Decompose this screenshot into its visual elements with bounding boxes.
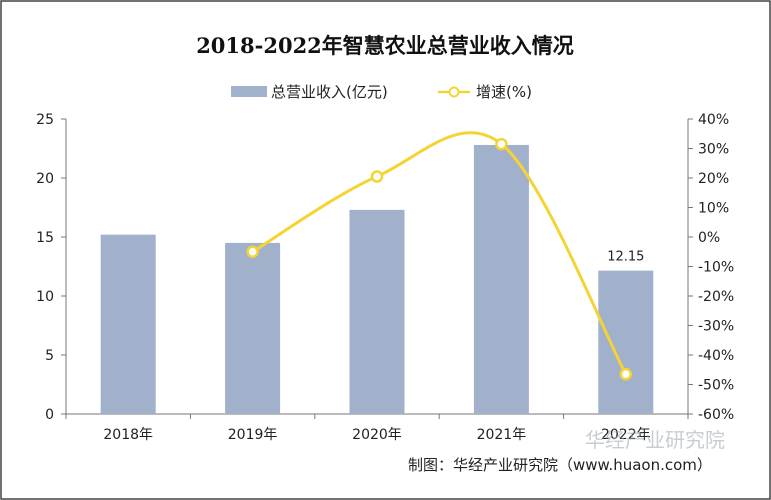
x-tick-label: 2019年 <box>228 427 278 443</box>
y-right-tick-label: 20% <box>698 171 729 187</box>
source-credit: 制图：华经产业研究院（www.huaon.com） <box>408 456 712 474</box>
legend-bar-label: 总营业收入(亿元) <box>271 83 388 101</box>
y-left-tick-label: 15 <box>36 230 54 246</box>
legend: 总营业收入(亿元) 增速(%) <box>231 83 532 101</box>
revenue-bar <box>598 270 654 414</box>
growth-line <box>251 131 628 375</box>
x-tick-label: 2020年 <box>352 427 402 443</box>
y-left-tick-label: 5 <box>45 348 54 364</box>
y-right-tick-label: -60% <box>698 407 734 423</box>
y-right-tick-label: -50% <box>698 378 734 394</box>
y-right-tick-label: -10% <box>698 260 734 276</box>
watermark: 华经产业研究院 <box>585 428 725 452</box>
y-right-tick-label: 10% <box>698 201 729 217</box>
growth-point <box>246 245 259 258</box>
revenue-bar <box>349 209 405 414</box>
legend-line-marker <box>448 86 460 98</box>
x-tick-label: 2022年 <box>601 427 651 443</box>
growth-point <box>495 137 508 151</box>
y-left-tick-label: 25 <box>36 112 54 128</box>
y-left-tick-label: 10 <box>36 289 54 305</box>
y-right-tick-label: -40% <box>698 348 734 364</box>
y-right-tick-label: -20% <box>698 289 734 305</box>
y-right-tick-label: -30% <box>698 319 734 335</box>
revenue-bar <box>225 242 281 414</box>
y-left-tick-label: 20 <box>36 171 54 187</box>
legend-bar-swatch <box>231 86 267 97</box>
growth-point <box>370 170 384 183</box>
growth-line-layer <box>246 131 633 381</box>
axes: 0 5 10 15 20 25 -60% -50% -40% -30% -20% -10% 0% 10% 2… <box>36 112 734 443</box>
legend-line-label: 增速(%) <box>476 83 532 101</box>
y-left-tick-label: 0 <box>45 407 54 423</box>
y-right-tick-label: 30% <box>698 142 729 158</box>
y-right-tick-label: 0% <box>698 230 720 246</box>
data-labels-layer: 12.15 <box>607 250 644 265</box>
revenue-bar <box>473 144 529 414</box>
bar-data-label: 12.15 <box>607 250 644 265</box>
bars-layer <box>100 144 654 414</box>
revenue-bar <box>100 234 156 414</box>
y-right-tick-label: 40% <box>698 112 729 128</box>
chart-title: 2018-2022年智慧农业总营业收入情况 <box>196 33 574 58</box>
x-tick-label: 2018年 <box>103 427 153 443</box>
growth-point <box>619 367 633 381</box>
x-tick-label: 2021年 <box>477 427 527 443</box>
